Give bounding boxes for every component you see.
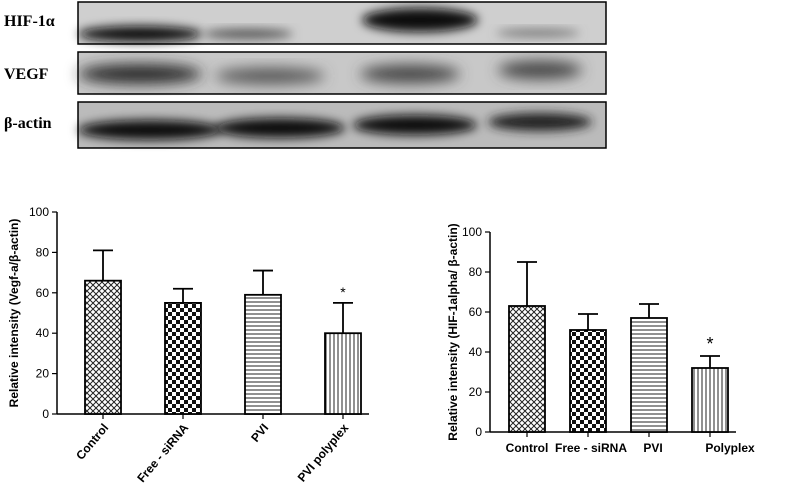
y-tick-label: 40: [36, 326, 50, 340]
blot-strip-hif1a: [77, 1, 607, 45]
y-tick-label: 20: [36, 367, 50, 381]
bar: [508, 305, 546, 433]
x-tick-label: PVI: [643, 441, 662, 455]
significance-marker: *: [706, 334, 713, 354]
bar: [84, 279, 122, 415]
y-tick-label: 0: [42, 407, 49, 421]
bar: [691, 367, 729, 433]
x-tick-label: Control: [73, 421, 111, 463]
western-blot: HIF-1α VEGF β-actin: [4, 1, 607, 149]
y-tick-label: 60: [469, 305, 483, 319]
y-tick-label: 0: [475, 425, 482, 439]
y-axis-label: Relative intensity (Vegf-a/β-actin): [7, 219, 21, 408]
y-tick-label: 100: [29, 205, 49, 219]
y-tick-label: 20: [469, 385, 483, 399]
blot-strip-beta-actin: [77, 101, 607, 149]
y-tick-label: 100: [462, 225, 482, 239]
significance-marker: *: [340, 284, 346, 300]
x-tick-label: Free - siRNA: [134, 421, 191, 485]
x-tick-label: PVI polyplex: [295, 421, 352, 485]
y-tick-label: 80: [469, 265, 483, 279]
blot-label-vegf: VEGF: [4, 66, 49, 83]
blot-label-hif1a: HIF-1α: [4, 13, 55, 30]
blot-label-beta-actin: β-actin: [4, 115, 52, 132]
x-tick-label: Free - siRNA: [555, 441, 627, 455]
bar: [324, 332, 362, 415]
y-axis-label: Relative intensity (HIF-1alpha/ β-actin): [446, 223, 460, 440]
blot-strip-vegf: [77, 51, 607, 95]
x-tick-label: Control: [506, 441, 549, 455]
y-tick-label: 80: [36, 245, 50, 259]
bar: [630, 317, 668, 433]
x-tick-label: Polyplex: [705, 441, 755, 455]
y-tick-label: 40: [469, 345, 483, 359]
bar: [164, 301, 202, 415]
bar: [569, 329, 607, 433]
y-tick-label: 60: [36, 286, 50, 300]
chart-vegf: 0 20 40 60 80 100 Relative intensity (Vegf-a/β…: [7, 205, 369, 485]
bar: [244, 293, 282, 415]
x-tick-label: PVI: [248, 421, 271, 445]
